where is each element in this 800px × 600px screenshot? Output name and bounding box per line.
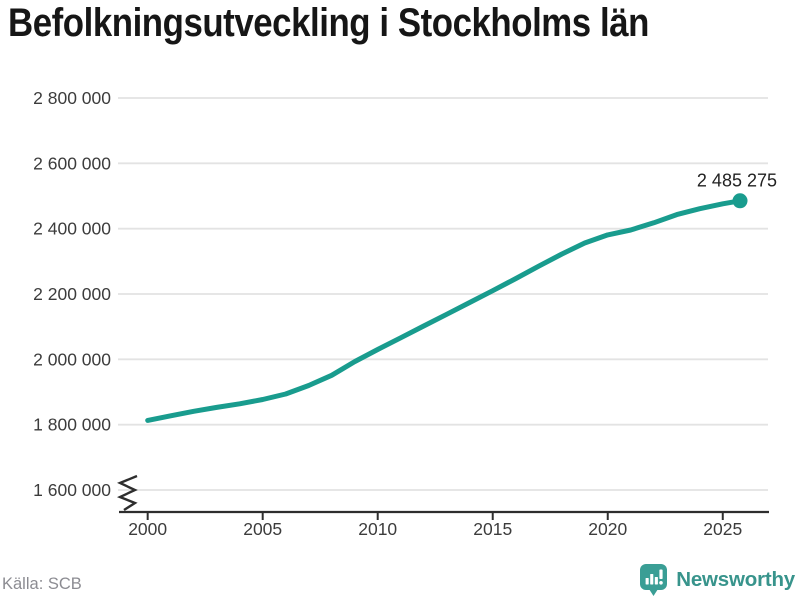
x-tick-label: 2020 (588, 519, 627, 539)
y-tick-label: 2 400 000 (33, 219, 111, 239)
x-tick-label: 2005 (243, 519, 282, 539)
newsworthy-wordmark: Newsworthy (676, 567, 795, 591)
x-tick-label: 2025 (703, 519, 742, 539)
newsworthy-logo: Newsworthy (639, 563, 795, 596)
source-label: Källa: SCB (2, 575, 82, 593)
y-tick-label: 2 600 000 (33, 153, 111, 173)
x-tick-label: 2010 (358, 519, 397, 539)
newsworthy-logo-mark-icon (640, 564, 668, 596)
x-tick-label: 2015 (473, 519, 512, 539)
y-tick-label: 1 800 000 (33, 415, 111, 435)
y-tick-label: 2 200 000 (33, 284, 111, 304)
y-axis-break-icon (116, 474, 138, 512)
y-tick-label: 2 000 000 (33, 349, 111, 369)
y-tick-label: 2 800 000 (33, 88, 111, 108)
y-tick-label: 1 600 000 (33, 480, 111, 500)
population-line (145, 198, 743, 423)
latest-point-dot (732, 193, 748, 209)
latest-value-label: 2 485 275 (697, 170, 777, 190)
chart-title: Befolkningsutveckling i Stockholms län (8, 1, 649, 45)
x-tick-label: 2000 (128, 519, 167, 539)
